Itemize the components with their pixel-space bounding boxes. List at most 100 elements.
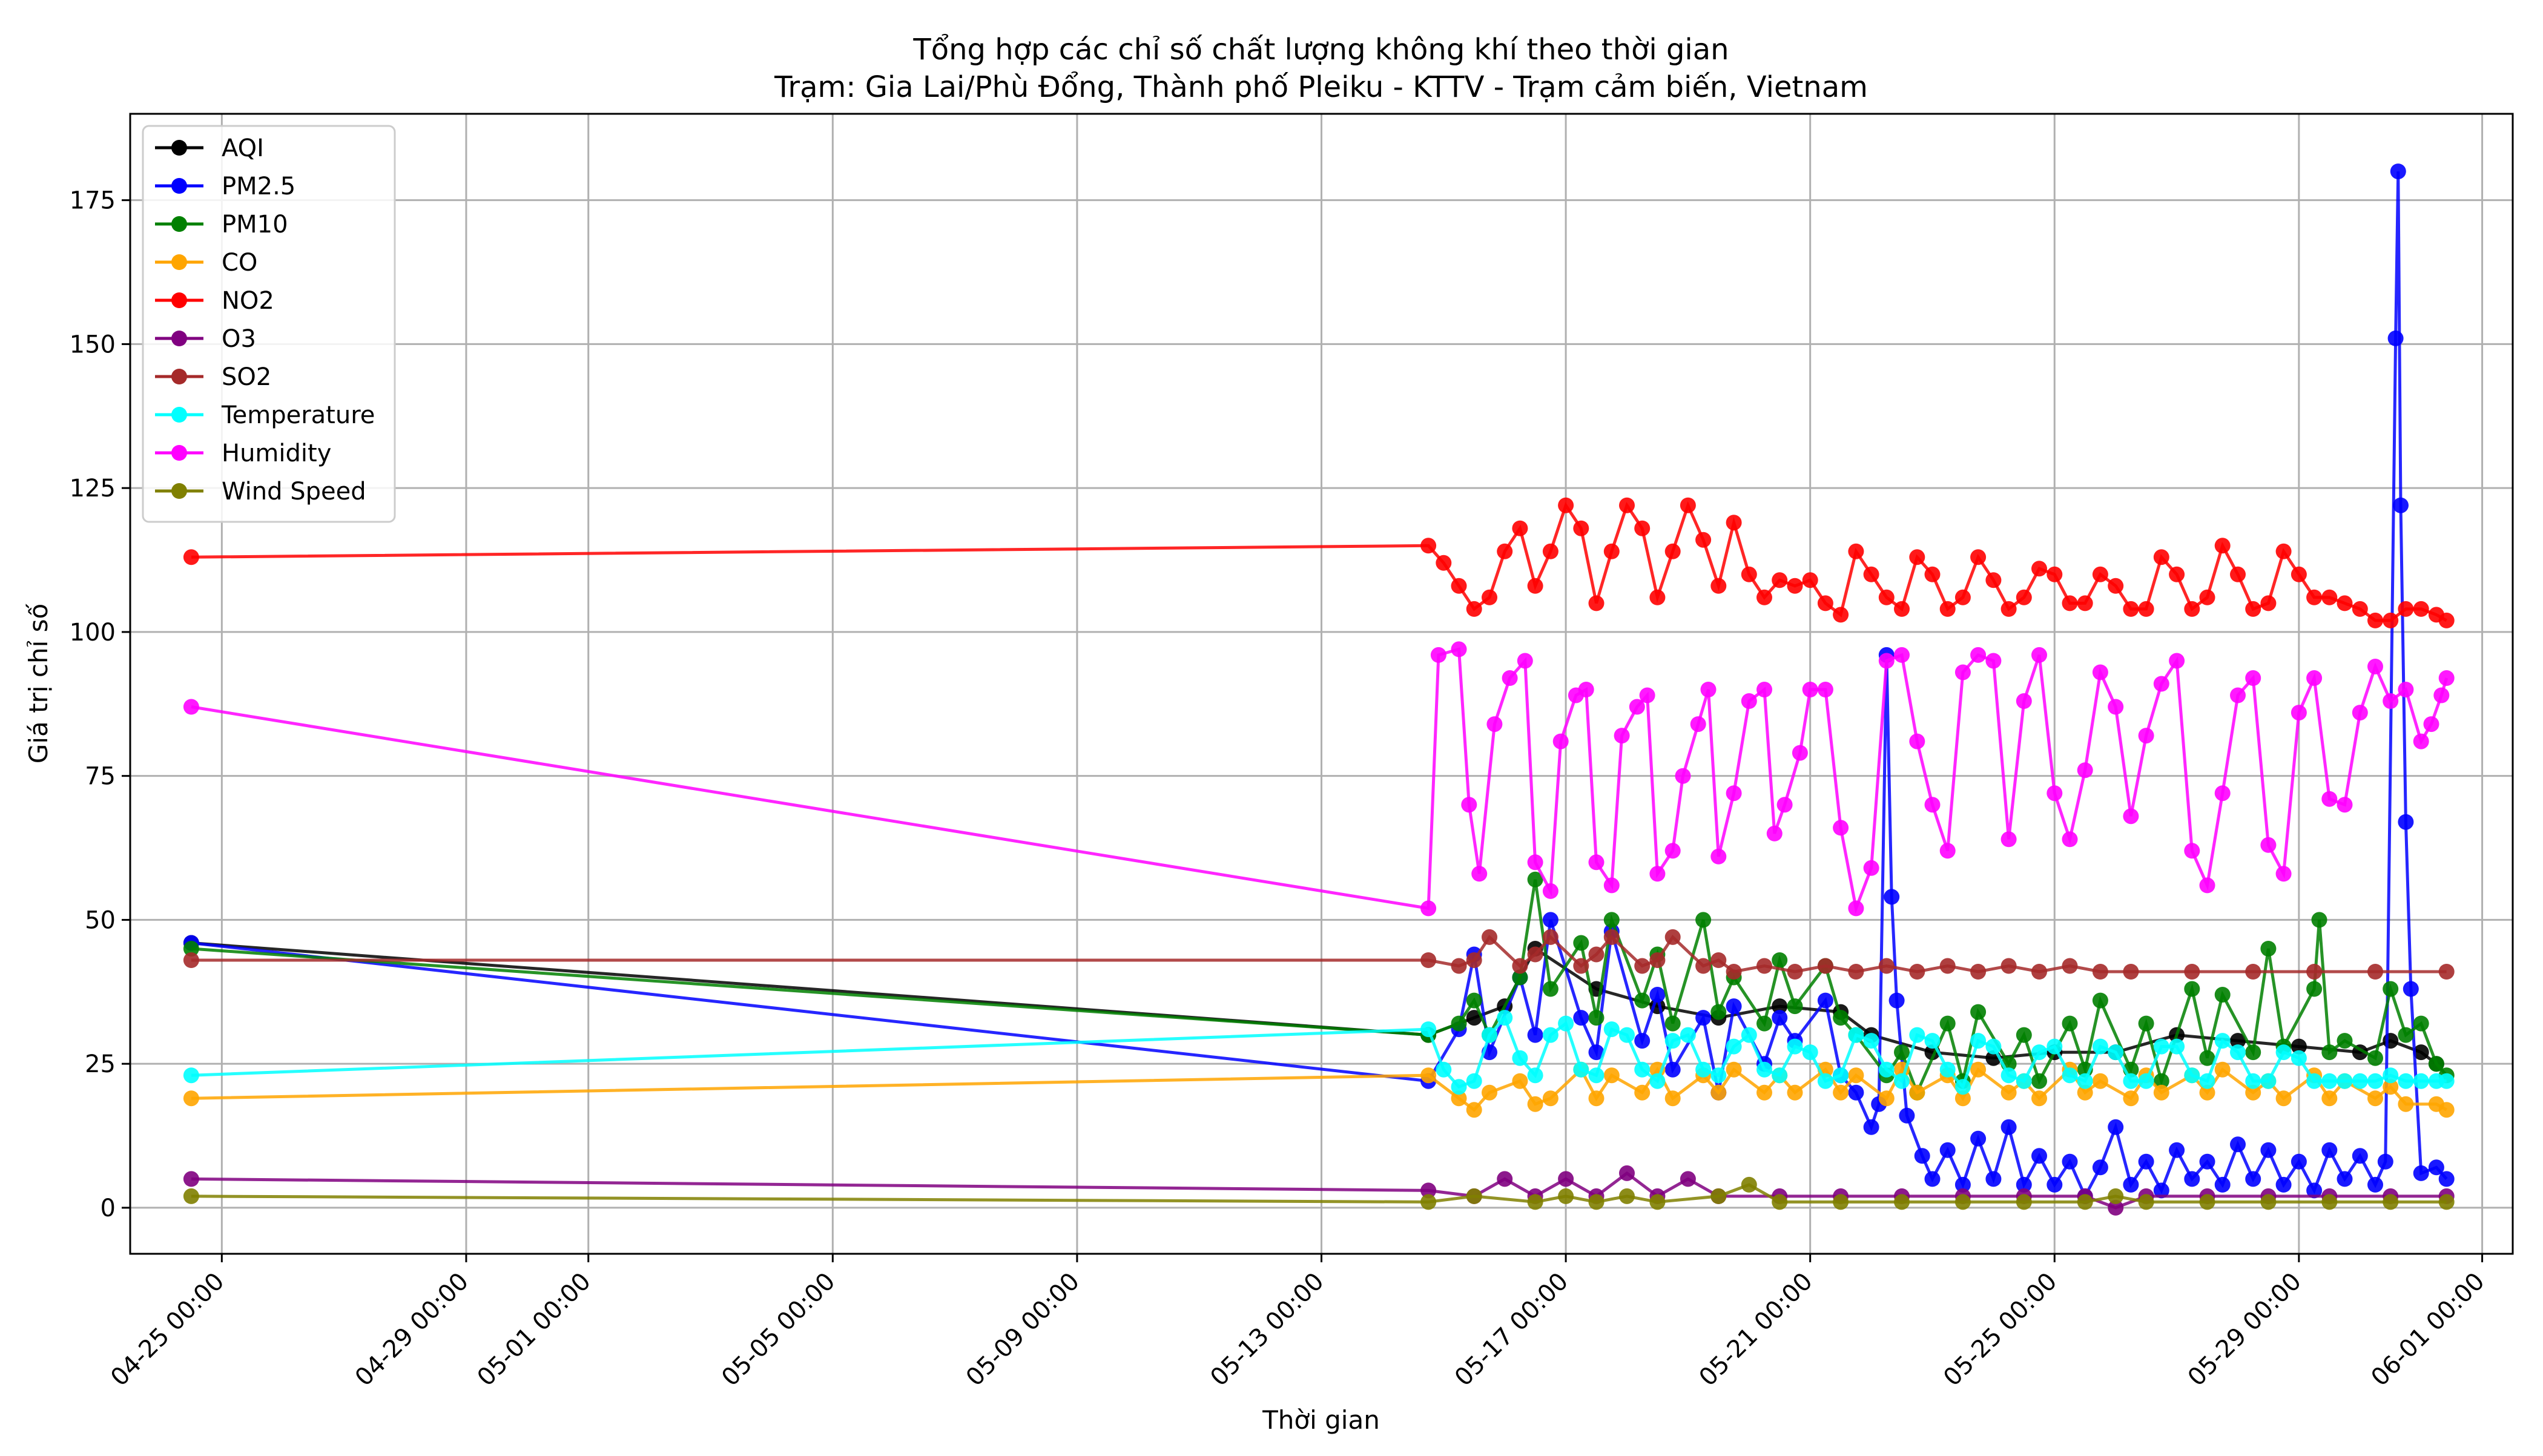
data-point <box>2291 1038 2307 1055</box>
data-point <box>1690 716 1706 733</box>
data-point <box>2184 964 2200 980</box>
data-point <box>1939 601 1956 617</box>
data-point <box>1558 497 1574 513</box>
data-point <box>1512 1050 1528 1066</box>
data-point <box>2423 716 2439 733</box>
data-point <box>1420 1194 1437 1210</box>
legend-label: CO <box>222 249 257 277</box>
data-point <box>2367 659 2383 674</box>
data-point <box>2169 566 2185 582</box>
data-point <box>1695 912 1712 928</box>
legend-label: PM10 <box>222 211 288 239</box>
data-point <box>1924 1171 1941 1187</box>
data-point <box>1741 566 1757 582</box>
data-point <box>2275 1176 2292 1193</box>
data-point <box>1970 1004 1987 1020</box>
data-point <box>2413 1165 2429 1181</box>
data-point <box>2306 670 2323 686</box>
data-point <box>2291 1050 2307 1066</box>
data-point <box>1776 797 1793 813</box>
data-point <box>2153 1038 2169 1055</box>
data-point <box>1664 843 1681 859</box>
data-point <box>2383 981 2399 997</box>
legend-item: NO2 <box>155 287 274 315</box>
legend-item: PM10 <box>155 211 288 239</box>
data-point <box>183 699 199 715</box>
data-point <box>1451 641 1467 657</box>
data-point <box>1954 1194 1971 1210</box>
data-point <box>2413 601 2429 617</box>
data-point <box>183 941 199 957</box>
data-point <box>1542 883 1558 899</box>
data-point <box>183 1188 199 1204</box>
data-point <box>2062 958 2078 974</box>
data-point <box>2438 1102 2455 1118</box>
data-point <box>2000 1067 2017 1084</box>
data-point <box>1894 647 1910 663</box>
data-point <box>2214 1061 2231 1078</box>
data-point <box>1482 1084 1497 1101</box>
data-point <box>1634 1033 1651 1049</box>
data-point <box>2260 941 2277 957</box>
data-point <box>2245 964 2261 980</box>
data-point <box>1710 1004 1727 1020</box>
data-point <box>2138 1015 2154 1032</box>
data-point <box>2377 1153 2393 1170</box>
data-point <box>2000 1119 2017 1135</box>
data-point <box>2199 1153 2215 1170</box>
data-point <box>1542 1027 1558 1043</box>
data-point <box>2245 601 2261 617</box>
data-point <box>1420 900 1437 917</box>
data-point <box>2153 549 2169 565</box>
data-point <box>1695 1061 1712 1078</box>
data-point <box>2123 964 2139 980</box>
legend-item: AQI <box>155 134 264 162</box>
data-point <box>1466 1010 1482 1026</box>
data-point <box>1634 958 1651 974</box>
data-point <box>2245 1171 2261 1187</box>
data-point <box>2077 595 2093 611</box>
data-point <box>2077 1073 2093 1089</box>
data-point <box>2291 705 2307 721</box>
data-point <box>1649 589 1666 605</box>
data-point <box>2031 1044 2047 1061</box>
data-point <box>1833 1067 1849 1084</box>
data-point <box>2184 843 2200 859</box>
data-point <box>1527 1067 1543 1084</box>
data-point <box>1588 1194 1605 1210</box>
data-point <box>1909 964 1925 980</box>
data-point <box>2291 566 2307 582</box>
data-point <box>1573 1061 1589 1078</box>
data-point <box>2230 566 2246 582</box>
legend: AQI PM2.5 PM10 CO NO2 O3 SO2 Temperature Humidit… <box>142 125 396 523</box>
data-point <box>2153 1182 2169 1199</box>
data-point <box>1909 733 1925 749</box>
data-point <box>2306 981 2323 997</box>
data-point <box>2383 1033 2399 1049</box>
data-point <box>1985 653 2002 669</box>
data-point <box>1558 1015 1574 1032</box>
data-point <box>1888 992 1905 1009</box>
legend-item: PM2.5 <box>155 173 295 200</box>
data-point <box>2438 1171 2455 1187</box>
chart-subtitle: Trạm: Gia Lai/Phù Đổng, Thành phố Pleiku… <box>774 70 1868 104</box>
data-point <box>1512 969 1528 986</box>
data-point <box>1573 958 1589 974</box>
data-point <box>2306 964 2323 980</box>
data-point <box>1512 520 1528 536</box>
data-point <box>2138 1153 2154 1170</box>
data-point <box>2383 693 2399 709</box>
legend-label: Wind Speed <box>222 478 366 506</box>
data-point <box>2367 1050 2383 1066</box>
data-point <box>1766 825 1783 842</box>
data-point <box>1649 987 1666 1003</box>
data-point <box>1894 1194 1910 1210</box>
data-point <box>2321 1044 2338 1061</box>
data-point <box>1588 595 1605 611</box>
data-point <box>1726 998 1742 1015</box>
data-point <box>2383 1067 2399 1084</box>
data-point <box>1700 682 1717 697</box>
data-point <box>1664 1090 1681 1107</box>
data-point <box>1848 1027 1864 1043</box>
